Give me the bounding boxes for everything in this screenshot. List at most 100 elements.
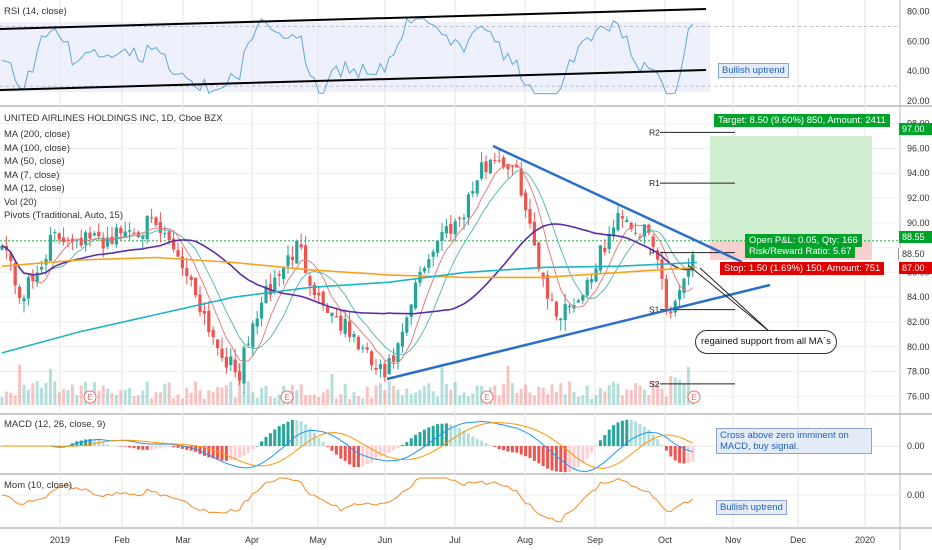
volume-bar [387, 381, 391, 405]
macd-hist-bar [431, 425, 435, 446]
candle [506, 164, 510, 170]
earnings-label: E [484, 393, 489, 402]
price-tick: 84.00 [907, 292, 930, 302]
macd-hist-bar [607, 429, 611, 446]
macd-hist-bar [594, 446, 598, 447]
volume-bar [422, 386, 426, 405]
rsi-upper-channel [0, 8, 707, 30]
macd-hist-bar [79, 440, 83, 446]
volume-bar [216, 387, 220, 405]
earnings-marker [480, 390, 494, 404]
candle [26, 277, 30, 299]
time-tick: 2020 [855, 535, 875, 545]
candle [334, 316, 338, 318]
macd-hist-bar [462, 430, 466, 446]
time-tick: Nov [725, 535, 742, 545]
rr-label: Risk/Reward Ratio: 5.67 [745, 245, 856, 258]
macd-hist-bar [198, 446, 202, 455]
macd-hist-bar [378, 446, 382, 458]
momentum-line [1, 477, 694, 523]
volume-bar [550, 384, 554, 405]
volume-bar [251, 392, 255, 405]
macd-hist-bar [352, 446, 356, 467]
macd-hist-bar [128, 446, 132, 448]
legend-ma100[interactable]: MA (100, close) [4, 142, 70, 154]
volume-bar [546, 394, 550, 405]
candle [123, 231, 127, 237]
candle [356, 337, 360, 350]
volume-bar [53, 381, 57, 405]
candle [532, 221, 536, 246]
macd-hist-bar [528, 446, 532, 459]
macd-hist-bar [532, 446, 536, 461]
candle [554, 301, 558, 317]
candle [224, 356, 228, 368]
volume-bar [132, 396, 136, 405]
candle [537, 242, 541, 270]
volume-bar [431, 391, 435, 405]
target-price-tag: 97.00 [899, 123, 932, 135]
earnings-label: E [87, 393, 92, 402]
legend-pivots[interactable]: Pivots (Traditional, Auto, 15) [4, 210, 123, 221]
time-tick: Dec [790, 535, 807, 545]
candle [66, 239, 70, 241]
volume-bar [370, 398, 374, 405]
macd-hist-bar [260, 441, 264, 446]
volume-bar [0, 397, 4, 405]
legend-ma50[interactable]: MA (50, close) [4, 156, 65, 167]
price-tick: 96.00 [907, 143, 930, 153]
volume-bar [664, 396, 668, 405]
volume-bar [97, 390, 101, 405]
volume-bar [62, 389, 66, 405]
legend-ma7[interactable]: MA (7, close) [4, 169, 60, 181]
macd-hist-bar [405, 442, 409, 446]
candle [304, 245, 308, 273]
volume-bar [158, 392, 162, 405]
candle [189, 276, 193, 280]
candle [546, 275, 550, 299]
volume-bar [110, 392, 114, 405]
macd-hist-bar [585, 446, 589, 459]
candle [119, 227, 123, 234]
callout-pointer [699, 267, 771, 333]
volume-bar [326, 389, 330, 405]
macd-hist-bar [361, 446, 365, 467]
macd-hist-bar [480, 440, 484, 446]
candle [440, 232, 444, 241]
candle [488, 159, 492, 174]
pivot-label: R1 [649, 178, 660, 188]
earnings-marker [280, 390, 294, 404]
candle [57, 233, 61, 240]
volume-bar [123, 389, 127, 405]
volume-bar [246, 381, 250, 405]
candle [308, 276, 312, 286]
candle [541, 272, 545, 279]
mom-title: Mom (10, close) [4, 480, 73, 491]
volume-bar [682, 382, 686, 405]
time-tick: Mar [175, 535, 191, 545]
legend-ma200[interactable]: MA (200, close) [4, 129, 70, 140]
price-title: UNITED AIRLINES HOLDINGS INC, 1D, Cboe B… [4, 113, 223, 124]
volume-bar [70, 384, 74, 405]
legend-ma12[interactable]: MA (12, close) [4, 183, 65, 194]
volume-bar [295, 390, 299, 405]
macd-hist-bar [119, 446, 123, 447]
macd-hist-bar [392, 446, 396, 451]
candle [277, 274, 281, 276]
macd-hist-bar [299, 421, 303, 446]
macd-hist-bar [519, 446, 523, 455]
candle [251, 323, 255, 348]
macd-hist-bar [396, 446, 400, 449]
macd-hist-bar [387, 446, 391, 453]
macd-hist-bar [502, 446, 506, 451]
legend-vol[interactable]: Vol (20) [4, 196, 37, 208]
volume-bar [264, 385, 268, 405]
price-tick: 82.00 [907, 317, 930, 327]
volume-bar [242, 391, 246, 405]
candle [409, 304, 413, 318]
volume-bar [136, 395, 140, 405]
candle [312, 284, 316, 296]
time-tick: Apr [245, 535, 259, 545]
macd-hist-bar [317, 437, 321, 446]
candle [598, 245, 602, 271]
